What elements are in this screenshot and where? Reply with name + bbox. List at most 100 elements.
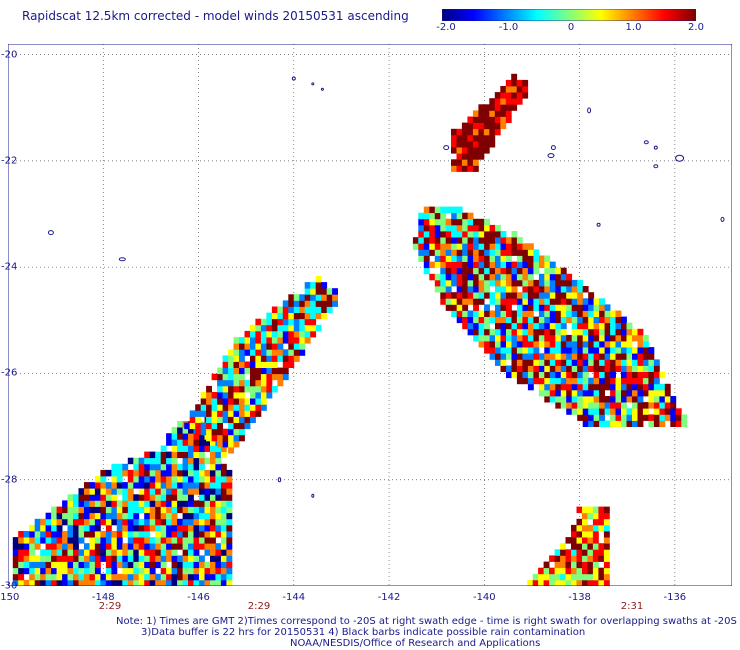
wind-cell [155,549,162,556]
wind-cell [210,555,216,562]
wind-cell [571,567,577,575]
wind-cell [593,396,600,403]
wind-cell [56,561,63,569]
wind-cell [522,279,529,287]
wind-cell [516,304,523,311]
wind-cell [527,347,534,354]
wind-cell [94,482,101,489]
wind-cell [467,237,474,244]
wind-cell [653,420,660,427]
wind-cell [45,531,52,538]
wind-cell [100,555,107,562]
wind-cell [233,343,240,350]
wind-cell [484,334,490,342]
wind-cell [133,469,140,477]
wind-cell [160,457,167,465]
wind-cell [456,212,463,220]
wind-cell [199,537,205,544]
wind-cell [467,261,474,269]
wind-cell [34,579,41,586]
wind-cell [478,134,485,142]
wind-cell [177,421,183,428]
wind-cell [100,488,107,495]
wind-cell [582,524,588,532]
wind-cell [122,579,129,586]
wind-cell [188,567,194,575]
wind-cell [610,310,616,317]
wind-cell [67,579,74,586]
wind-cell [456,255,463,262]
wind-cell [588,322,595,330]
wind-cell [533,286,540,293]
wind-cell [23,561,30,569]
wind-cell [171,482,178,489]
wind-cell [228,416,234,423]
wind-cell [604,304,611,311]
wind-cell [188,561,194,569]
wind-cell [599,298,605,305]
wind-cell [100,500,107,507]
wind-cell [587,537,594,544]
wind-cell [593,359,600,366]
wind-cell [576,555,583,562]
wind-cell [592,549,599,556]
wind-cell [155,500,162,507]
wind-cell [494,122,501,130]
wind-cell [500,104,507,111]
wind-cell [495,273,501,281]
wind-cell [544,298,551,305]
wind-cell [193,457,200,465]
wind-cell [538,371,545,379]
wind-cell [637,383,644,391]
wind-cell [478,224,485,232]
wind-cell [149,543,156,550]
wind-cell [122,518,129,526]
wind-cell [472,159,479,166]
wind-cell [538,255,545,262]
wind-cell [40,567,47,575]
wind-cell [566,316,573,324]
wind-cell [166,482,172,489]
wind-cell [127,476,134,483]
wind-cell [533,249,540,256]
wind-cell [116,500,123,507]
wind-cell [188,531,194,538]
wind-cell [538,567,544,575]
wind-cell [199,463,205,471]
wind-cell [637,414,644,421]
wind-cell [105,531,112,538]
wind-cell [182,463,189,471]
wind-cell [549,383,556,391]
wind-cell [188,573,194,581]
wind-cell [271,306,278,313]
wind-cell [321,288,328,295]
wind-cell [244,404,251,411]
wind-cell [182,457,189,465]
wind-cell [199,573,205,581]
wind-cell [177,494,183,501]
latitude-label: -26 [1,367,18,379]
wind-cell [587,561,594,569]
wind-cell [582,549,588,556]
wind-cell [599,359,605,366]
wind-cell [478,237,485,244]
wind-cell [73,494,79,501]
wind-cell [266,337,273,344]
wind-cell [220,494,227,501]
wind-cell [592,579,599,586]
wind-cell [533,365,540,372]
wind-cell [127,567,134,575]
wind-cell [462,279,469,287]
wind-cell [193,524,200,532]
wind-cell [288,312,295,320]
wind-cell [67,512,74,520]
wind-cell [204,469,211,477]
wind-cell [250,355,256,362]
wind-cell [472,147,479,154]
wind-cell [555,402,562,409]
wind-cell [538,286,545,293]
wind-cell [138,457,145,465]
wind-cell [228,410,234,417]
wind-cell [610,328,616,336]
wind-cell [116,549,123,556]
